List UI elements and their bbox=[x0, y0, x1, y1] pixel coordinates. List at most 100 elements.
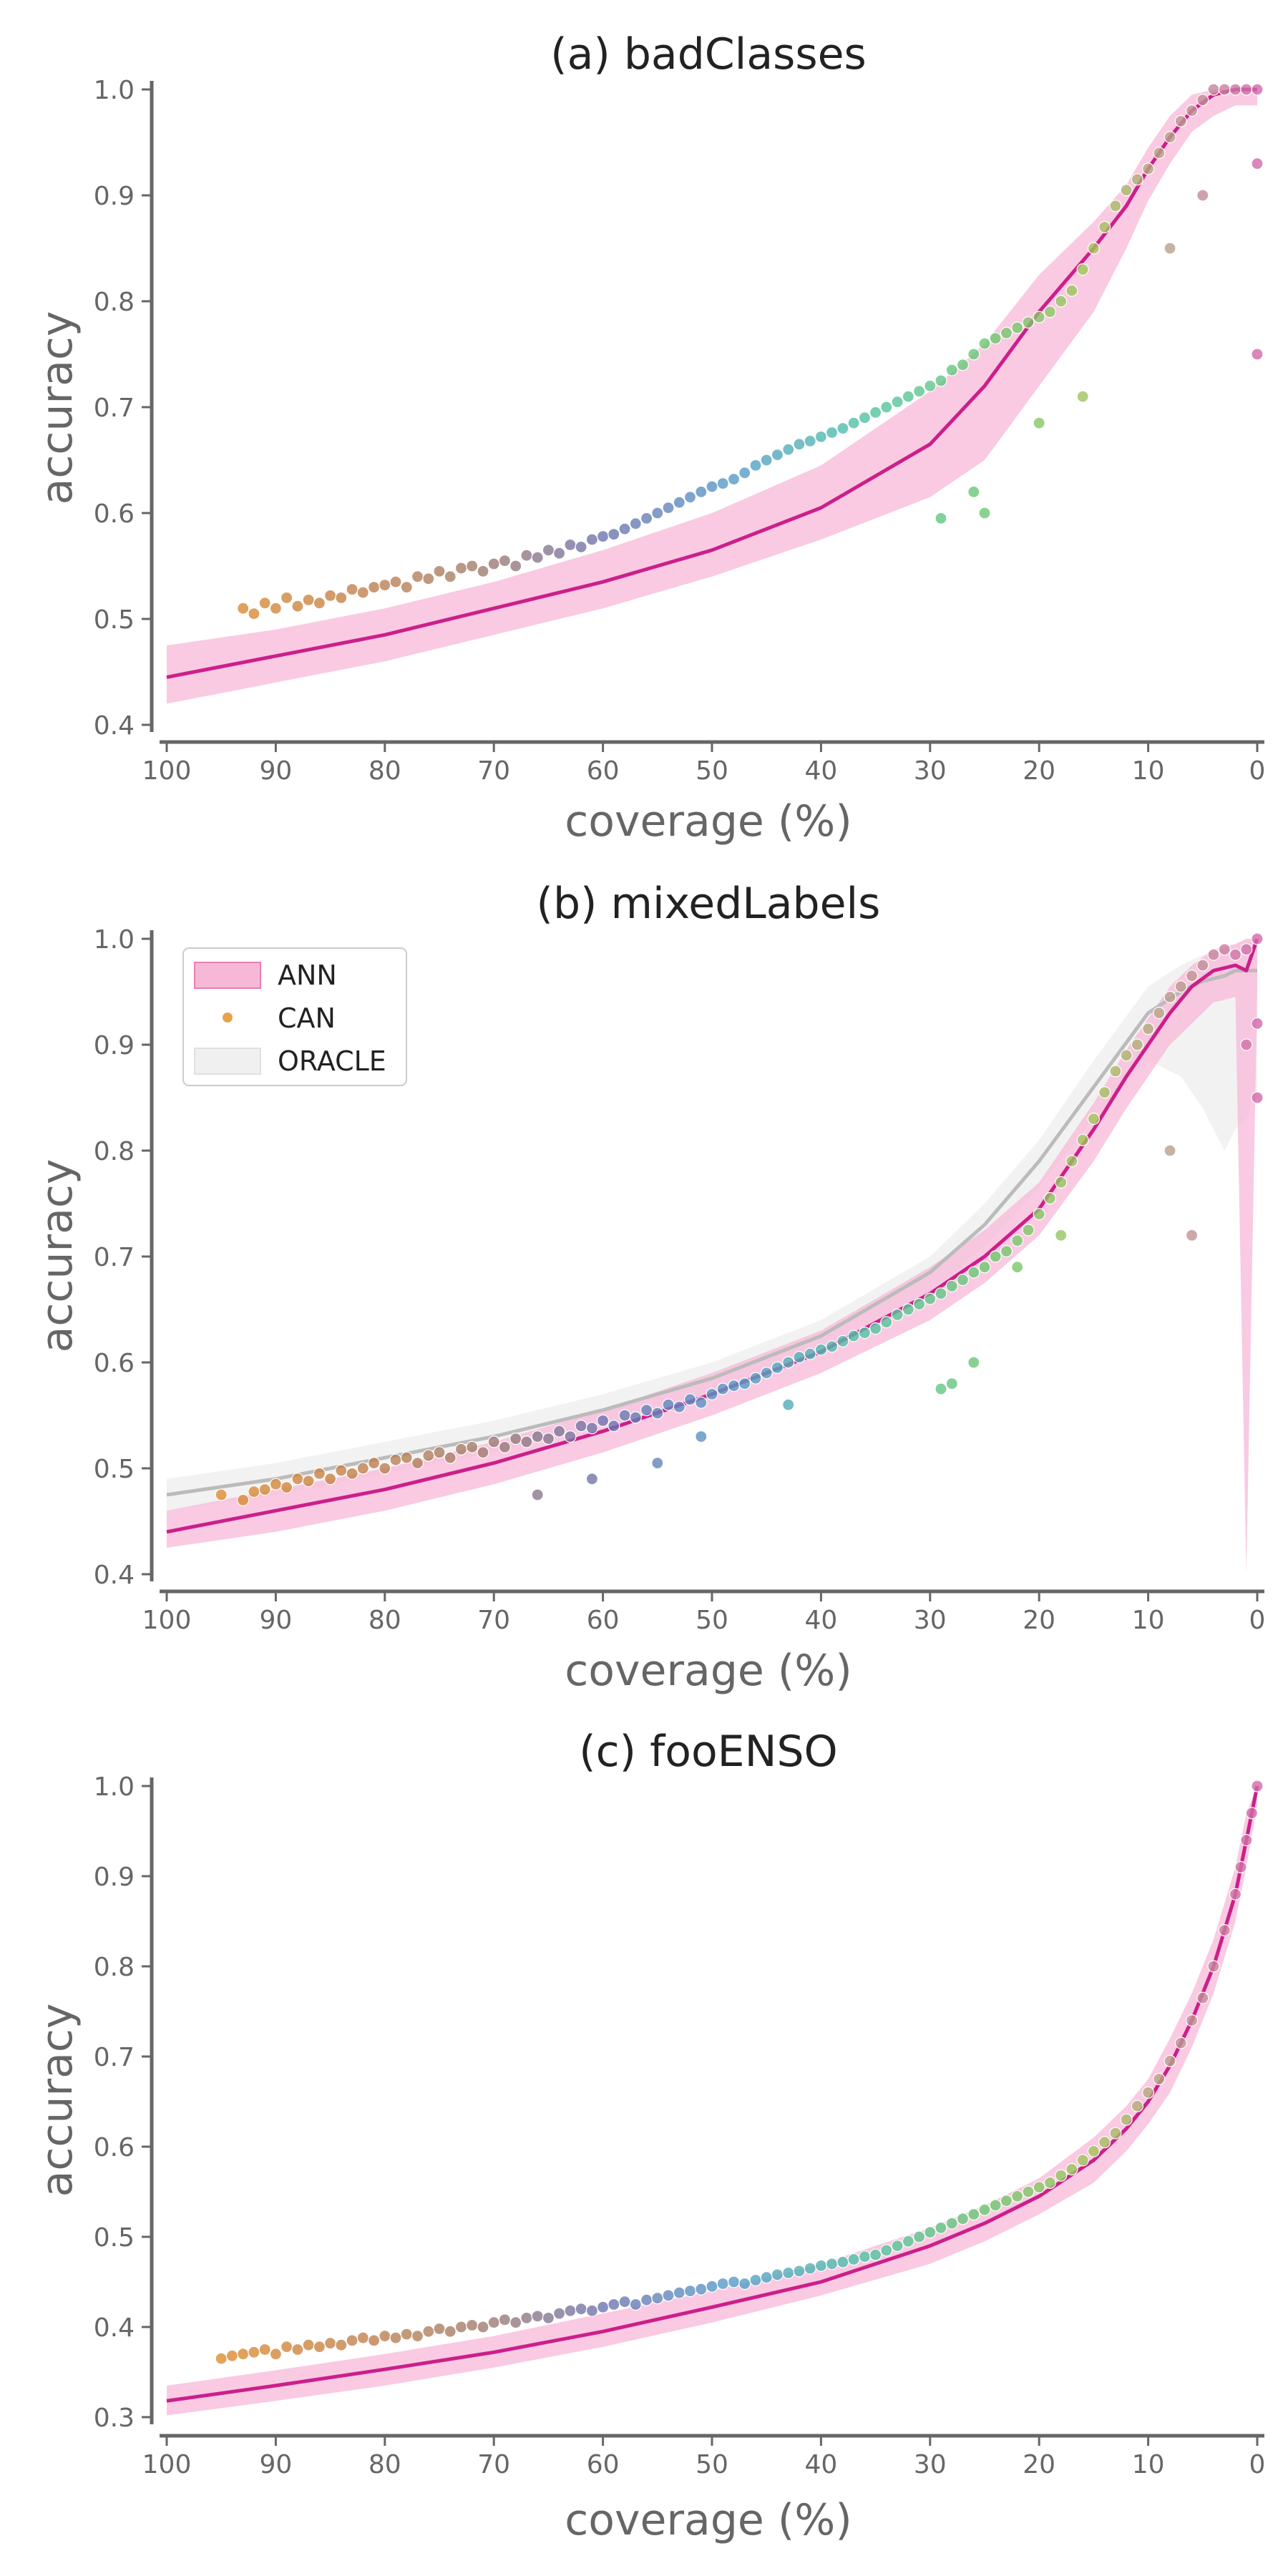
x-tick-label: 60 bbox=[587, 2450, 620, 2479]
data-point bbox=[1251, 1017, 1264, 1030]
axes bbox=[150, 1777, 1264, 2438]
data-point bbox=[716, 2277, 729, 2290]
data-point bbox=[1251, 83, 1264, 96]
plot-area bbox=[166, 83, 1264, 704]
data-point bbox=[379, 2330, 391, 2343]
legend-swatch-ann bbox=[194, 962, 261, 989]
data-point bbox=[825, 1340, 839, 1353]
data-point bbox=[706, 2280, 718, 2293]
data-point bbox=[760, 454, 773, 467]
data-point bbox=[291, 1473, 304, 1485]
data-point bbox=[1218, 1924, 1231, 1937]
data-point bbox=[1087, 1112, 1101, 1126]
data-point bbox=[1055, 1229, 1068, 1242]
data-point bbox=[1163, 131, 1176, 144]
x-tick-label: 40 bbox=[804, 2450, 837, 2479]
data-point bbox=[477, 2321, 489, 2333]
data-point bbox=[313, 2341, 326, 2353]
data-point bbox=[912, 385, 926, 398]
data-point bbox=[1065, 1155, 1078, 1168]
data-point bbox=[760, 2271, 773, 2284]
data-point bbox=[433, 1446, 446, 1459]
data-point bbox=[847, 1330, 860, 1342]
data-point bbox=[695, 485, 708, 499]
data-point bbox=[1229, 1888, 1242, 1901]
data-point bbox=[880, 2244, 893, 2257]
x-tick-label: 70 bbox=[477, 756, 510, 786]
data-point bbox=[1033, 416, 1045, 429]
data-point bbox=[1251, 348, 1264, 361]
data-point bbox=[237, 602, 250, 615]
data-point bbox=[258, 1483, 271, 1496]
data-point bbox=[1011, 1261, 1024, 1274]
data-point bbox=[695, 1396, 708, 1409]
data-point bbox=[706, 480, 718, 493]
data-point bbox=[912, 1297, 926, 1311]
data-point bbox=[880, 1316, 893, 1329]
x-tick-label: 80 bbox=[369, 756, 401, 786]
data-point bbox=[335, 2338, 348, 2351]
data-point bbox=[324, 589, 337, 602]
data-point bbox=[858, 1326, 872, 1340]
data-point bbox=[1076, 1133, 1089, 1146]
data-point bbox=[1153, 1006, 1166, 1020]
data-point bbox=[1251, 932, 1264, 945]
data-point bbox=[662, 1398, 675, 1411]
panel-foo-enso: (c) fooENSO 100 90 80 70 60 50 40 30 20 10 00.30.4… bbox=[32, 1727, 1265, 2545]
data-point bbox=[727, 1379, 741, 1392]
data-point bbox=[782, 443, 795, 456]
data-point bbox=[673, 496, 686, 509]
y-tick-label: 0.4 bbox=[94, 1561, 135, 1590]
data-point bbox=[585, 533, 599, 546]
data-point bbox=[716, 1382, 729, 1395]
data-point bbox=[1163, 2054, 1176, 2067]
data-point bbox=[313, 597, 326, 610]
data-point bbox=[400, 2328, 413, 2341]
data-point bbox=[1251, 157, 1264, 170]
data-point bbox=[662, 501, 675, 514]
data-point bbox=[618, 2296, 631, 2308]
x-tick-label: 0 bbox=[1249, 756, 1266, 786]
data-point bbox=[1196, 959, 1209, 972]
data-point bbox=[466, 2318, 479, 2332]
data-point bbox=[1065, 284, 1078, 297]
data-point bbox=[324, 2337, 337, 2350]
data-point bbox=[564, 538, 577, 552]
plot-area bbox=[166, 932, 1264, 1574]
data-point bbox=[542, 544, 555, 557]
data-point bbox=[1240, 83, 1253, 96]
data-point bbox=[1000, 326, 1013, 339]
data-point bbox=[1163, 990, 1176, 1004]
data-point bbox=[1185, 104, 1199, 117]
data-point bbox=[225, 2349, 238, 2362]
data-point bbox=[346, 2334, 358, 2347]
data-point bbox=[727, 472, 741, 486]
data-point bbox=[902, 390, 914, 403]
data-point bbox=[1087, 242, 1101, 255]
data-point bbox=[1207, 1960, 1220, 1973]
data-point bbox=[1245, 1807, 1259, 1820]
data-point bbox=[1240, 943, 1253, 956]
data-point bbox=[1153, 2072, 1166, 2086]
data-point bbox=[542, 1432, 555, 1445]
data-point bbox=[1218, 83, 1231, 96]
x-tick-label: 10 bbox=[1132, 1606, 1165, 1635]
data-point bbox=[935, 1287, 947, 1300]
data-point bbox=[945, 1279, 958, 1293]
data-point bbox=[1022, 316, 1035, 329]
data-point bbox=[520, 1435, 533, 1448]
panel-title: (c) fooENSO bbox=[579, 1727, 838, 1777]
data-point bbox=[564, 2304, 577, 2317]
data-point bbox=[912, 2230, 926, 2243]
data-point bbox=[1207, 83, 1220, 96]
y-tick-label: 0.8 bbox=[94, 1137, 135, 1166]
data-point bbox=[651, 507, 664, 519]
data-point bbox=[989, 332, 1002, 345]
data-point bbox=[814, 1343, 828, 1356]
y-tick-label: 0.5 bbox=[94, 605, 135, 635]
data-point bbox=[466, 1440, 479, 1454]
data-point bbox=[891, 2240, 904, 2253]
data-point bbox=[291, 600, 304, 613]
data-point bbox=[956, 2212, 970, 2225]
data-point bbox=[356, 1462, 369, 1475]
